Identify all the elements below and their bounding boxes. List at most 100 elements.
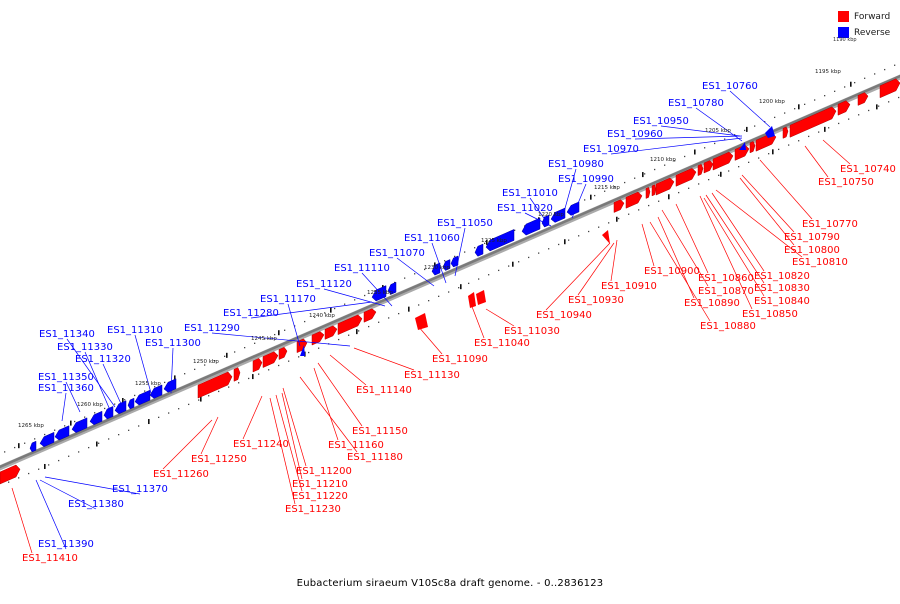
leader-line (282, 387, 307, 467)
gene-label-forward: ES1_11040 (474, 338, 530, 349)
track-dot (588, 230, 590, 233)
track-dot (394, 281, 396, 284)
gene-label-forward: ES1_10890 (684, 298, 740, 309)
reverse-gene (442, 259, 451, 271)
track-dot (28, 472, 30, 475)
major-tick (798, 104, 800, 110)
kbp-label: 1240 kbp (309, 313, 335, 319)
track-dot (424, 268, 426, 271)
track-dot (94, 412, 96, 414)
leader-line (577, 242, 615, 296)
track-dot (44, 433, 46, 436)
leader-line (299, 376, 358, 453)
forward-gene (625, 191, 643, 209)
track-dot (814, 99, 816, 101)
track-dot (198, 399, 200, 401)
track-dot (344, 303, 346, 305)
track-dot (54, 429, 56, 431)
kbp-label: 1205 kbp (705, 128, 731, 134)
track-dot (304, 320, 306, 323)
track-dot (768, 153, 770, 155)
gene-label-forward: ES1_11240 (233, 439, 289, 450)
track-dot (854, 81, 856, 84)
track-dot (804, 103, 806, 106)
track-dot (214, 360, 216, 362)
label-leader-lines (11, 90, 851, 554)
track-dot (788, 144, 790, 146)
kbp-label: 1220 kbp (538, 212, 564, 218)
track-dot (58, 459, 60, 462)
leader-line (470, 303, 485, 339)
major-tick (96, 441, 98, 447)
track-dot (264, 338, 266, 340)
track-dot (698, 183, 700, 185)
gene-label-reverse: ES1_11010 (502, 188, 558, 199)
leader-line (657, 216, 695, 299)
track-dot (568, 239, 570, 241)
gene-label-forward: ES1_10900 (644, 266, 700, 277)
leader-line (529, 197, 549, 225)
major-tick (746, 126, 748, 132)
gene-label-reverse: ES1_11120 (296, 279, 352, 290)
major-tick (486, 239, 488, 245)
gene-label-reverse: ES1_10960 (607, 129, 663, 140)
track-dot (204, 364, 206, 366)
track-dot (78, 451, 80, 453)
track-dot (594, 194, 596, 197)
gene-label-reverse: ES1_11170 (260, 294, 316, 305)
track-dot (118, 433, 120, 436)
track-dot (378, 321, 380, 323)
major-tick (564, 239, 566, 245)
gene-label-forward: ES1_11200 (296, 466, 352, 477)
track-dot (14, 446, 16, 449)
gene-label-forward: ES1_11150 (352, 426, 408, 437)
track-dot (258, 373, 260, 375)
reverse-gene (485, 229, 515, 252)
track-dot (444, 260, 446, 262)
track-dot (864, 77, 866, 79)
major-tick (642, 172, 644, 178)
major-tick (356, 329, 358, 335)
gene-label-reverse: ES1_10950 (633, 116, 689, 127)
track-dot (314, 316, 316, 318)
track-dot (674, 160, 676, 162)
kbp-label: 1255 kbp (135, 381, 161, 387)
reverse-gene (89, 410, 103, 426)
kbp-label: 1215 kbp (594, 185, 620, 191)
major-tick (148, 419, 150, 425)
gene-label-forward: ES1_10870 (698, 286, 754, 297)
kbp-label: 1245 kbp (251, 336, 277, 342)
track-dot (684, 155, 686, 158)
leader-line (610, 137, 743, 155)
track-dot (448, 291, 450, 293)
forward-gene (749, 141, 756, 154)
leader-line (703, 197, 765, 297)
leader-line (65, 381, 81, 413)
legend: Forward Reverse (838, 9, 890, 41)
leader-line (396, 257, 435, 287)
gene-label-reverse: ES1_11280 (223, 308, 279, 319)
leader-line (649, 221, 711, 322)
major-tick (226, 352, 228, 358)
gene-label-forward: ES1_11260 (153, 469, 209, 480)
leader-line (211, 332, 351, 347)
leader-line (705, 194, 765, 284)
forward-gene (278, 346, 288, 360)
track-dot (584, 199, 586, 201)
track-dot (294, 325, 296, 327)
leader-line (524, 212, 552, 227)
forward-gene (296, 338, 308, 354)
track-dot (858, 114, 860, 116)
gene-label-reverse: ES1_11070 (369, 248, 425, 259)
track-dot (614, 186, 616, 188)
forward-gene (697, 163, 704, 177)
leader-line (361, 272, 393, 307)
track-dot (478, 278, 480, 280)
leader-line (242, 395, 263, 440)
major-tick (668, 194, 670, 200)
forward-gene (602, 230, 610, 244)
leader-line (715, 189, 803, 258)
track-dot (164, 381, 166, 384)
track-dot (518, 261, 520, 263)
